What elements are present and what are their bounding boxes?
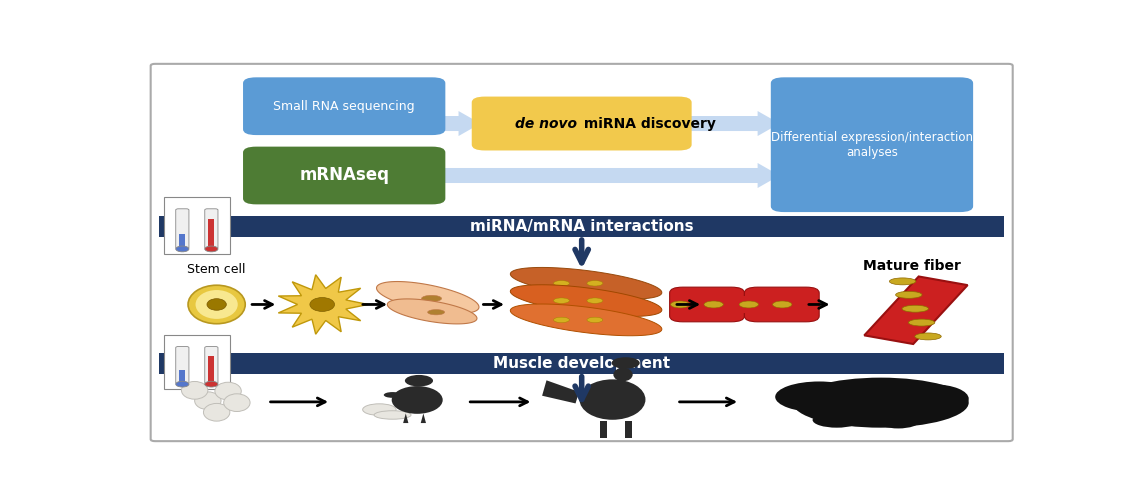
Ellipse shape <box>195 290 237 319</box>
Ellipse shape <box>363 404 396 415</box>
Ellipse shape <box>188 285 245 324</box>
Polygon shape <box>511 304 662 336</box>
Bar <box>729 296 760 313</box>
Text: miRNA/mRNA interactions: miRNA/mRNA interactions <box>470 219 693 234</box>
Bar <box>624 420 632 438</box>
Ellipse shape <box>176 382 188 387</box>
Text: Stem cell: Stem cell <box>187 264 246 276</box>
FancyBboxPatch shape <box>163 336 229 389</box>
Ellipse shape <box>428 310 445 315</box>
Polygon shape <box>278 275 368 334</box>
Polygon shape <box>403 414 409 423</box>
FancyBboxPatch shape <box>176 346 188 384</box>
Ellipse shape <box>899 384 968 413</box>
Bar <box>209 220 215 248</box>
Ellipse shape <box>587 317 603 322</box>
Bar <box>600 420 607 438</box>
Ellipse shape <box>224 394 250 411</box>
FancyBboxPatch shape <box>243 78 445 135</box>
Ellipse shape <box>915 333 941 340</box>
FancyBboxPatch shape <box>176 209 188 248</box>
Ellipse shape <box>384 392 402 398</box>
Polygon shape <box>387 299 477 324</box>
Ellipse shape <box>704 301 723 308</box>
Ellipse shape <box>773 301 792 308</box>
Polygon shape <box>511 268 662 299</box>
FancyBboxPatch shape <box>151 64 1012 441</box>
Ellipse shape <box>739 301 758 308</box>
Bar <box>159 352 1003 374</box>
Ellipse shape <box>554 298 570 304</box>
Text: Muscle development: Muscle development <box>493 356 671 370</box>
Ellipse shape <box>908 319 935 326</box>
Polygon shape <box>511 285 662 316</box>
Ellipse shape <box>203 404 229 421</box>
Text: mRNAseq: mRNAseq <box>300 166 389 184</box>
Ellipse shape <box>204 382 218 387</box>
Bar <box>209 356 215 382</box>
Ellipse shape <box>671 301 690 308</box>
FancyBboxPatch shape <box>204 346 218 384</box>
Polygon shape <box>543 380 579 404</box>
Ellipse shape <box>392 386 443 414</box>
FancyBboxPatch shape <box>204 209 218 248</box>
Ellipse shape <box>554 280 570 286</box>
Polygon shape <box>437 111 480 136</box>
Ellipse shape <box>195 392 221 409</box>
Bar <box>159 216 1003 237</box>
Bar <box>179 234 185 248</box>
Text: Small RNA sequencing: Small RNA sequencing <box>274 100 415 112</box>
Ellipse shape <box>896 292 922 298</box>
Ellipse shape <box>204 246 218 252</box>
Ellipse shape <box>580 380 646 420</box>
Polygon shape <box>864 276 968 344</box>
Ellipse shape <box>554 317 570 322</box>
Ellipse shape <box>421 296 442 302</box>
FancyBboxPatch shape <box>163 196 229 254</box>
Text: de novo: de novo <box>515 116 578 130</box>
Bar <box>179 370 185 382</box>
FancyBboxPatch shape <box>771 78 973 212</box>
Text: Differential expression/interaction
analyses: Differential expression/interaction anal… <box>771 130 973 158</box>
Text: miRNA discovery: miRNA discovery <box>579 116 716 130</box>
Ellipse shape <box>375 410 411 419</box>
Ellipse shape <box>613 368 632 382</box>
FancyBboxPatch shape <box>745 287 819 322</box>
Ellipse shape <box>207 298 226 310</box>
Ellipse shape <box>813 412 861 428</box>
Ellipse shape <box>890 278 916 285</box>
Ellipse shape <box>310 298 335 312</box>
Polygon shape <box>683 111 780 136</box>
Polygon shape <box>437 163 780 188</box>
FancyBboxPatch shape <box>670 287 745 322</box>
Ellipse shape <box>587 298 603 304</box>
Ellipse shape <box>792 378 969 428</box>
Ellipse shape <box>877 414 919 428</box>
Ellipse shape <box>405 375 434 386</box>
Ellipse shape <box>182 382 208 399</box>
Ellipse shape <box>176 246 188 252</box>
Polygon shape <box>421 414 426 423</box>
Ellipse shape <box>775 382 864 412</box>
FancyBboxPatch shape <box>472 96 691 150</box>
FancyBboxPatch shape <box>243 146 445 204</box>
Ellipse shape <box>587 280 603 286</box>
Text: Mature fiber: Mature fiber <box>863 259 960 273</box>
Polygon shape <box>377 282 479 314</box>
Ellipse shape <box>902 305 928 312</box>
Ellipse shape <box>612 357 640 369</box>
Ellipse shape <box>215 382 242 400</box>
